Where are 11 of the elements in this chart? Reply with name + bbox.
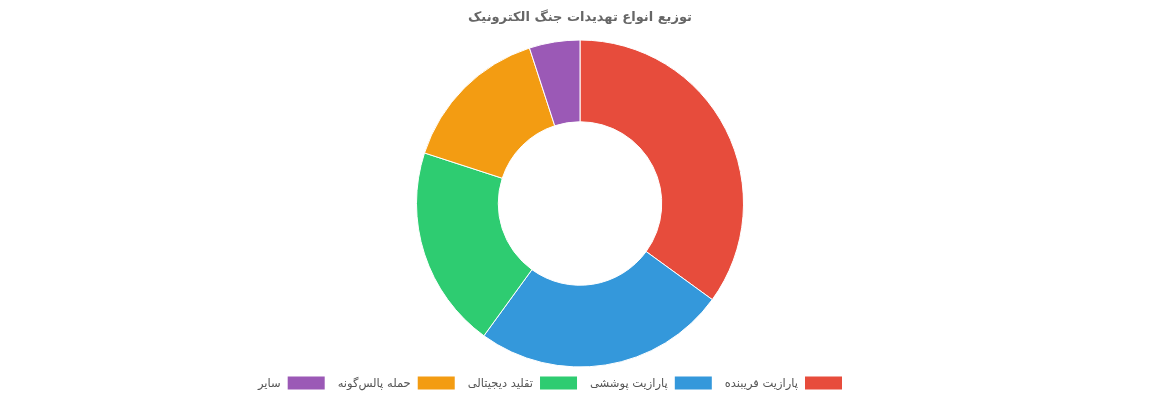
legend-item: حمله پالس‌گونه <box>337 376 455 390</box>
legend-item: سایر <box>258 376 325 390</box>
legend-label: سایر <box>257 376 281 391</box>
legend-item: پارازیت فریبنده <box>724 376 842 390</box>
legend-label: حمله پالس‌گونه <box>337 376 411 391</box>
legend-item: پارازیت پوششی <box>590 376 712 390</box>
title: توزیع انواع تهدیدات جنگ الکترونیک <box>468 9 692 24</box>
legend-item: تقلید دیجیتالی <box>467 376 577 390</box>
legend-label: پارازیت پوششی <box>590 376 668 391</box>
legend-label: تقلید دیجیتالی <box>467 376 534 390</box>
legend-label: پارازیت فریبنده <box>724 376 798 391</box>
